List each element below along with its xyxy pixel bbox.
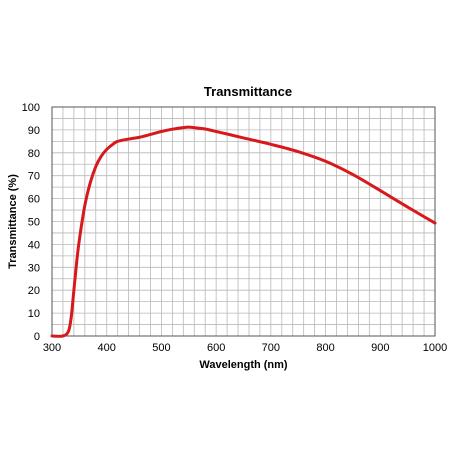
y-tick-label: 100 — [22, 102, 40, 114]
y-axis-ticks: 0 10 20 30 40 50 60 70 80 90 100 — [22, 102, 40, 343]
x-tick-label: 1000 — [423, 342, 447, 354]
x-tick-label: 600 — [207, 342, 225, 354]
y-tick-label: 80 — [28, 148, 40, 160]
y-tick-label: 50 — [28, 217, 40, 229]
y-tick-label: 30 — [28, 262, 40, 274]
x-axis-label: Wavelength (nm) — [199, 359, 288, 371]
x-tick-label: 500 — [152, 342, 170, 354]
y-tick-label: 20 — [28, 285, 40, 297]
y-axis-label: Transmittance (%) — [7, 174, 19, 269]
y-tick-label: 90 — [28, 125, 40, 137]
y-tick-label: 10 — [28, 308, 40, 320]
x-axis-ticks: 300 400 500 600 700 800 900 1000 — [43, 342, 447, 354]
grid — [52, 107, 435, 336]
series-layer — [50, 125, 437, 338]
x-tick-label: 900 — [371, 342, 389, 354]
y-tick-label: 40 — [28, 239, 40, 251]
x-tick-label: 400 — [98, 342, 116, 354]
transmittance-series-line — [50, 125, 437, 338]
x-tick-label: 800 — [316, 342, 334, 354]
x-tick-label: 700 — [262, 342, 280, 354]
y-tick-label: 70 — [28, 171, 40, 183]
y-tick-label: 60 — [28, 194, 40, 206]
x-tick-label: 300 — [43, 342, 61, 354]
y-tick-label: 0 — [34, 331, 40, 343]
chart-title: Transmittance — [204, 84, 292, 99]
